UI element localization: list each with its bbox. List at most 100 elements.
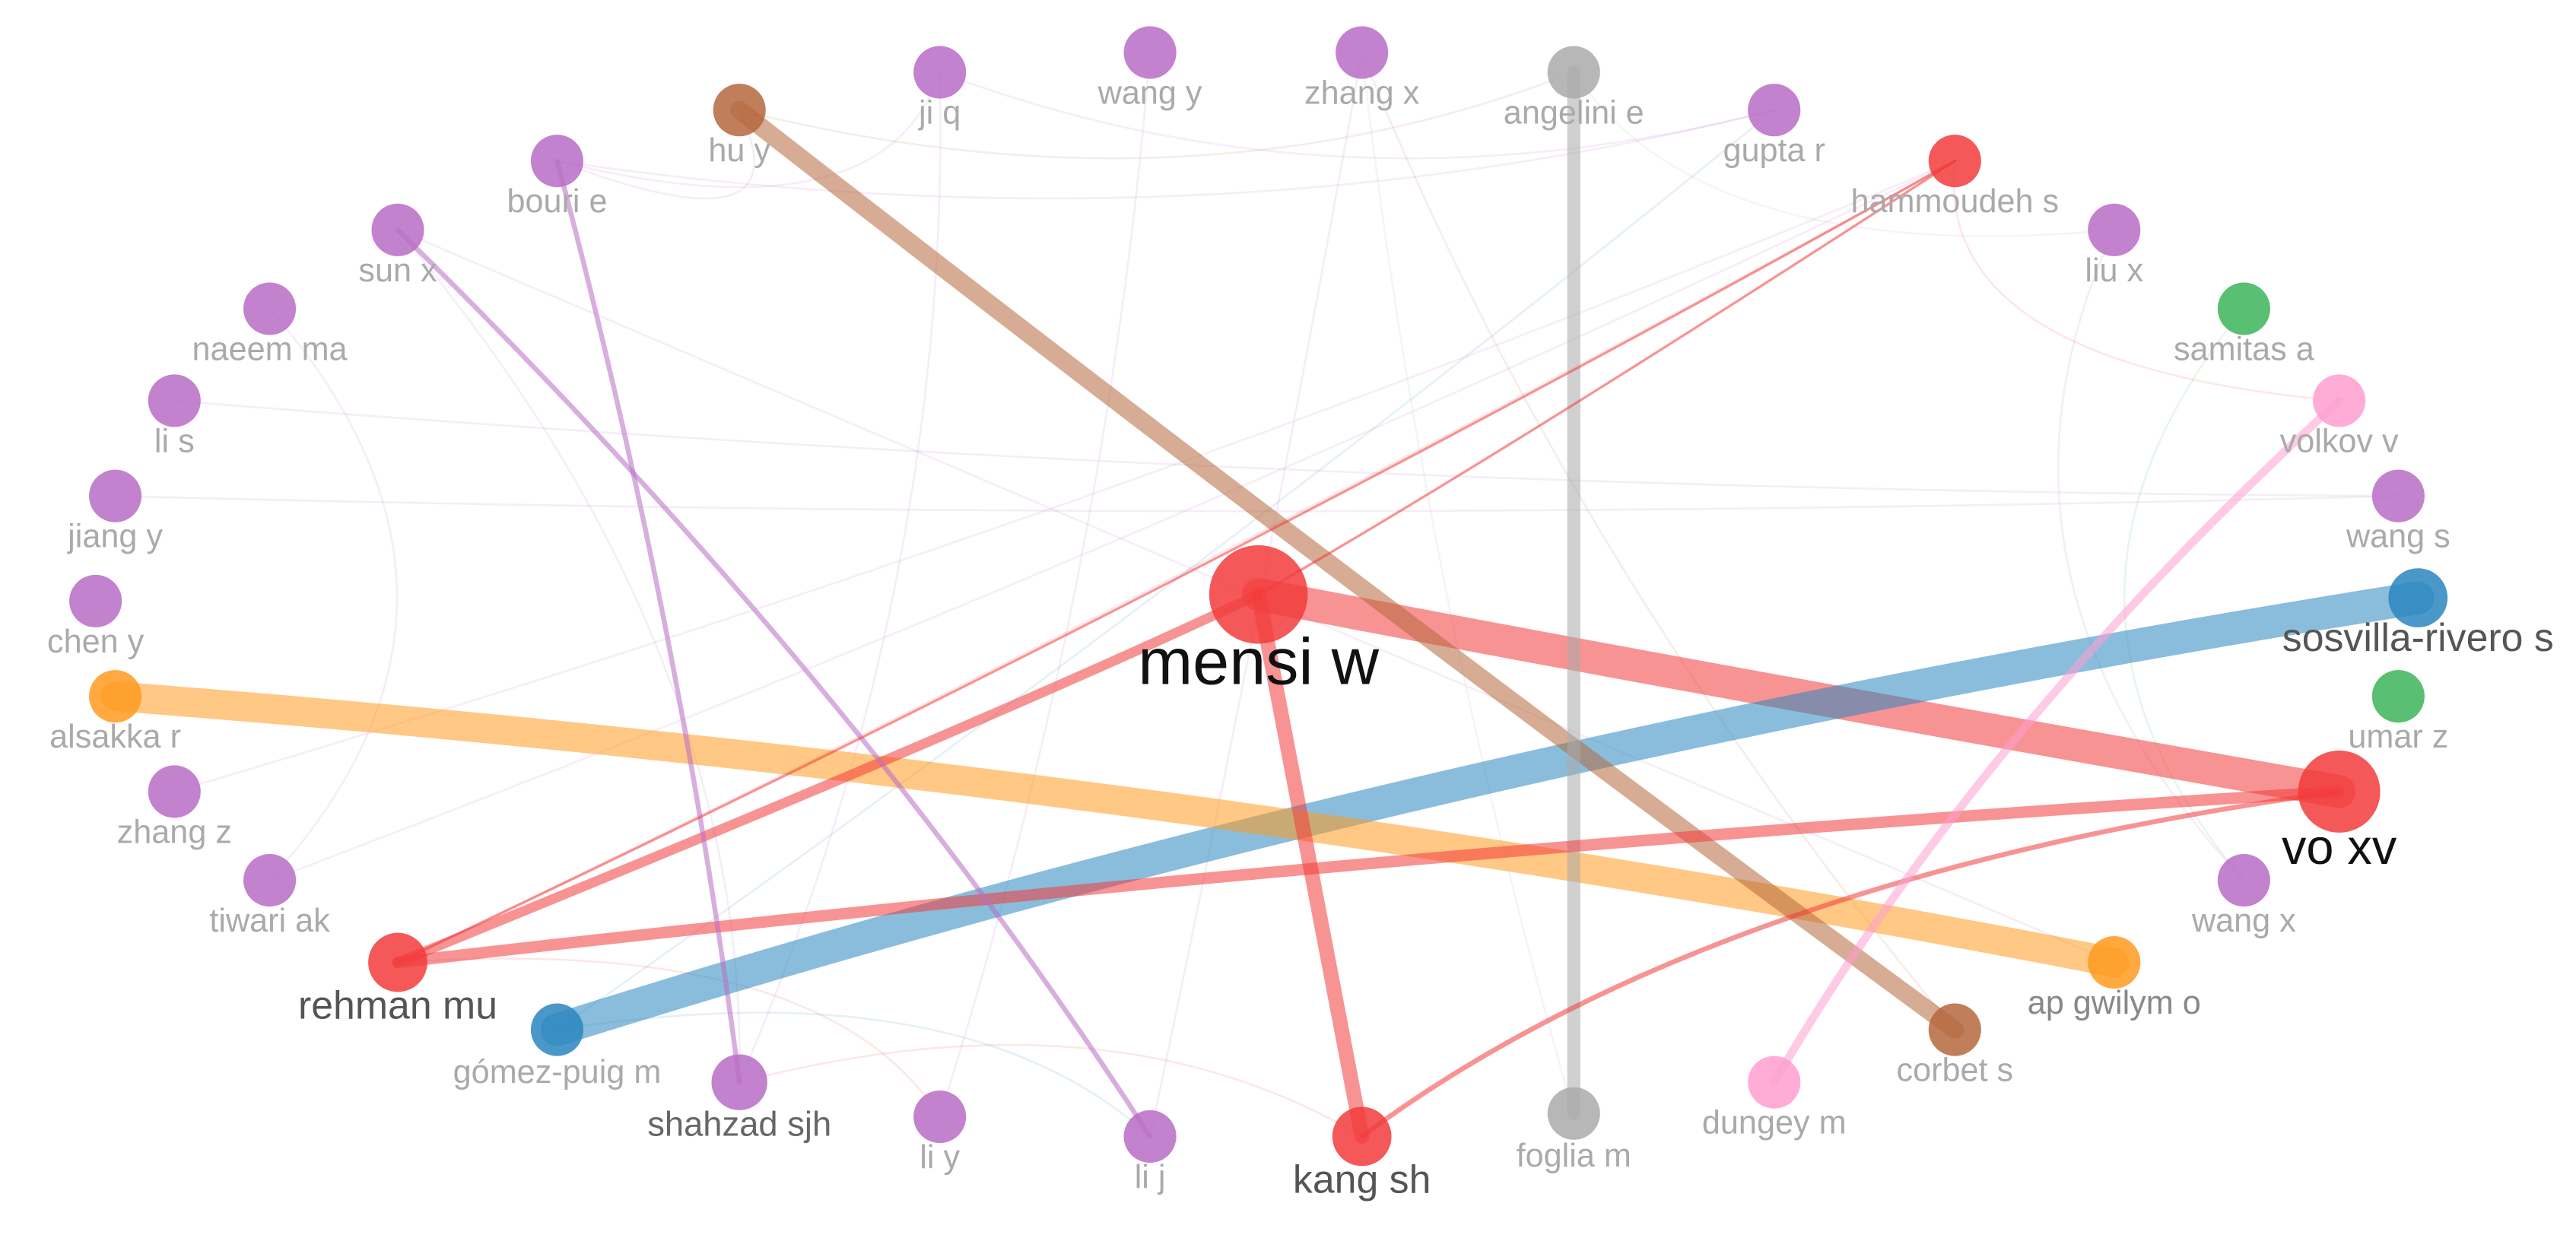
node	[2217, 853, 2270, 907]
node-label: gupta r	[1723, 132, 1825, 169]
faint-link	[939, 52, 1151, 1117]
node	[148, 765, 201, 818]
link	[396, 160, 1956, 964]
faint-link	[1952, 160, 2339, 402]
node	[1928, 1003, 1981, 1056]
node	[1748, 1056, 1801, 1109]
node-label: samitas a	[2174, 332, 2315, 368]
link	[1359, 789, 2342, 1139]
node-label: li y	[920, 1139, 960, 1176]
node-label: zhang z	[117, 814, 232, 850]
node-label: volkov v	[2280, 423, 2399, 459]
node	[713, 84, 766, 137]
node	[2371, 469, 2425, 522]
node-label: jiang y	[66, 519, 163, 555]
nodes: mensi w vo xv sosvilla-rivero s rehman mu ka…	[47, 26, 2554, 1202]
faint-link	[397, 229, 741, 1083]
node	[530, 1003, 584, 1056]
faint-link	[268, 308, 399, 881]
node-label: foglia m	[1517, 1138, 1631, 1174]
node	[1547, 1087, 1600, 1140]
faint-link	[557, 109, 1775, 200]
faint-link	[174, 399, 2399, 497]
node	[243, 282, 297, 335]
node	[1123, 1110, 1177, 1163]
link	[392, 786, 2346, 969]
node-label: mensi w	[1138, 626, 1379, 699]
link	[554, 158, 742, 1085]
faint-link	[738, 1043, 1363, 1138]
node-label: angelini e	[1504, 95, 1644, 132]
node-label: corbet s	[1896, 1052, 2013, 1089]
node	[913, 1090, 967, 1144]
faint-link	[269, 160, 1955, 881]
node-label: dungey m	[1702, 1105, 1847, 1141]
node-label: naeem ma	[192, 332, 348, 368]
node	[913, 46, 967, 99]
node	[148, 374, 201, 427]
faint-link	[557, 110, 755, 200]
node	[1123, 26, 1177, 79]
faint-link	[1573, 71, 2114, 237]
node	[1748, 84, 1801, 137]
node	[2217, 282, 2270, 335]
faint-link	[397, 160, 1955, 964]
node	[2088, 935, 2141, 989]
link	[730, 100, 1965, 1039]
node	[711, 1054, 767, 1110]
node-label: umar z	[2348, 719, 2448, 755]
link	[392, 589, 1264, 967]
node	[89, 469, 142, 522]
node-label: hu y	[708, 132, 770, 169]
node	[1336, 26, 1389, 79]
link	[395, 227, 1153, 1139]
faint-link	[556, 109, 1775, 1031]
faint-link	[173, 160, 1955, 793]
node	[1928, 135, 1981, 188]
node	[368, 932, 427, 992]
node	[1209, 544, 1308, 644]
faint-link	[2057, 229, 2245, 881]
node-label: kang sh	[1293, 1157, 1431, 1202]
node-label: li j	[1135, 1159, 1166, 1195]
node-label: sosvilla-rivero s	[2282, 615, 2554, 659]
node-label: hammoudeh s	[1850, 183, 2059, 220]
node-label: ji q	[917, 95, 961, 132]
node-label: chen y	[47, 624, 145, 660]
node-label: vo xv	[2282, 819, 2397, 875]
node	[1547, 46, 1600, 99]
faint-link	[738, 71, 1574, 160]
node-label: gómez-puig m	[453, 1054, 662, 1091]
node-label: ap gwilym o	[2028, 985, 2201, 1021]
node-label: alsakka r	[49, 719, 181, 755]
faint-link	[1361, 52, 1575, 1114]
node-label: li s	[154, 423, 195, 459]
node	[243, 853, 297, 907]
node-label: wang s	[2346, 519, 2451, 555]
link	[1770, 396, 2344, 1087]
node	[2298, 750, 2381, 833]
node-label: wang y	[1097, 75, 1202, 112]
link	[1257, 160, 1956, 596]
link	[540, 581, 2435, 1046]
node-label: wang x	[2191, 903, 2296, 939]
node-label: liu x	[2085, 252, 2143, 289]
node-label: bouri e	[507, 183, 607, 220]
node	[371, 203, 424, 256]
node-label: shahzad sjh	[647, 1104, 831, 1143]
node-label: zhang x	[1304, 75, 1420, 112]
edges	[100, 52, 2435, 1145]
link	[1242, 578, 2356, 808]
faint-link	[1361, 52, 1956, 1030]
node	[69, 574, 122, 627]
node-label: sun x	[358, 252, 437, 289]
node	[530, 135, 584, 188]
node	[2088, 203, 2141, 256]
faint-link	[939, 71, 1775, 160]
node-label: rehman mu	[298, 983, 497, 1027]
node	[2388, 568, 2448, 627]
node	[2371, 670, 2425, 723]
faint-link	[738, 71, 942, 1083]
